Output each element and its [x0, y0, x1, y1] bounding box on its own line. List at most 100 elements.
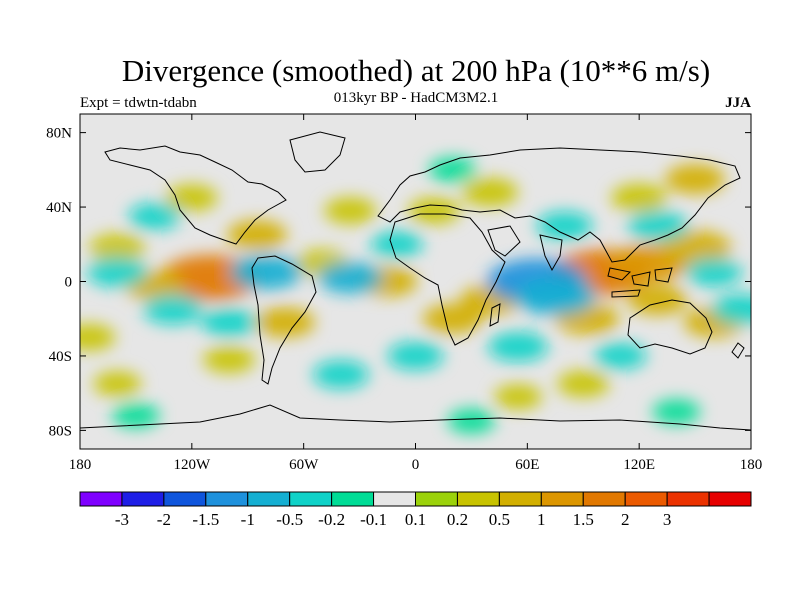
coastlines — [80, 131, 751, 431]
anomaly-blob-37 — [536, 211, 593, 240]
colorbar-swatch — [205, 491, 249, 507]
lon-tick-label: 60E — [515, 457, 539, 473]
anomaly-blob-13 — [462, 178, 519, 207]
colorbar-label: -3 — [115, 510, 129, 529]
colorbar-label: 0.2 — [447, 510, 468, 529]
colorbar-swatch — [540, 491, 584, 507]
coast-arabia — [487, 225, 521, 257]
figure-subtitle: 013kyr BP - HadCM3M2.1 — [334, 90, 498, 106]
coast-new-zealand — [731, 342, 745, 359]
coast-greenland — [289, 131, 346, 173]
lat-tick-label: 40N — [46, 200, 72, 216]
anomaly-blob-32 — [318, 262, 383, 294]
colorbar-label: 0.1 — [405, 510, 426, 529]
colorbar-swatch — [415, 491, 458, 507]
colorbar-label: -1 — [241, 510, 255, 529]
divergence-field — [80, 157, 751, 434]
anomaly-blob-30 — [87, 257, 148, 288]
anomaly-blob-20 — [611, 183, 668, 212]
anomaly-blob-35 — [515, 277, 596, 316]
season-label: JJA — [725, 95, 751, 111]
colorbar-label: -0.5 — [276, 510, 303, 529]
anomaly-blob-6 — [255, 307, 315, 338]
colorbar-swatch — [247, 491, 291, 507]
coast-south-america — [251, 255, 317, 385]
coast-australia — [627, 299, 713, 355]
anomaly-blob-31 — [128, 203, 181, 230]
figure-title: Divergence (smoothed) at 200 hPa (10**6 … — [122, 53, 710, 88]
experiment-label: Expt = tdwtn-tdabn — [80, 95, 197, 111]
colorbar: -3 -2 -1.5 -1 -0.5 -0.2 -0.1 0.1 0.2 0.5 1 1.5 2 3 — [79, 491, 752, 529]
coast-antarctica — [80, 404, 751, 431]
longitude-axis: 180 120W 60W 0 60E 120E 180 — [69, 114, 763, 473]
lon-tick-label: 60W — [289, 457, 319, 473]
anomaly-blob-25 — [494, 384, 542, 410]
colorbar-swatch — [498, 491, 542, 507]
colorbar-label: -2 — [157, 510, 171, 529]
colorbar-label: 0.5 — [489, 510, 510, 529]
anomaly-blob-18 — [627, 285, 688, 316]
anomaly-blob-5 — [165, 184, 218, 212]
anomaly-blob-28 — [230, 254, 303, 290]
anomaly-blob-3 — [89, 233, 146, 263]
colorbar-swatch — [373, 491, 416, 507]
colorbar-label: -0.1 — [360, 510, 387, 529]
anomaly-blob-39 — [685, 258, 742, 287]
anomaly-blob-38 — [627, 210, 688, 241]
colorbar-swatch — [666, 491, 710, 507]
anomaly-blob-44 — [428, 157, 477, 183]
lat-tick-label: 0 — [65, 275, 73, 291]
anomaly-blob-42 — [312, 360, 369, 389]
colorbar-label: -0.2 — [318, 510, 345, 529]
coast-madagascar — [489, 303, 501, 327]
coast-north-america — [104, 145, 287, 245]
colorbar-swatch — [163, 491, 207, 507]
anomaly-blob-33 — [370, 230, 423, 258]
anomaly-blob-23 — [203, 346, 256, 374]
colorbar-swatch — [331, 491, 375, 507]
anomaly-blob-12 — [408, 197, 461, 225]
anomaly-blob-36 — [488, 331, 548, 362]
colorbar-label: 3 — [663, 510, 672, 529]
coast-eurasia — [377, 147, 741, 263]
anomaly-blob-21 — [665, 164, 726, 195]
colorbar-label: 1 — [537, 510, 546, 529]
lon-tick-label: 180 — [69, 457, 92, 473]
colorbar-label: 1.5 — [573, 510, 594, 529]
anomaly-blob-40 — [711, 294, 751, 325]
anomaly-blob-41 — [387, 341, 444, 371]
lon-tick-label: 0 — [412, 457, 420, 473]
anomaly-blob-17 — [659, 230, 732, 266]
anomaly-blob-4 — [227, 220, 288, 250]
lon-tick-label: 120W — [173, 457, 211, 473]
anomaly-blob-45 — [111, 402, 160, 429]
lon-tick-label: 180 — [740, 457, 763, 473]
colorbar-swatch — [624, 491, 668, 507]
coast-africa — [389, 213, 506, 346]
lat-tick-label: 40S — [49, 349, 72, 365]
colorbar-label: -1.5 — [192, 510, 219, 529]
anomaly-blob-46 — [447, 408, 496, 434]
colorbar-swatch — [289, 491, 333, 507]
anomaly-blob-29 — [201, 308, 258, 337]
coast-maritime-islands — [607, 267, 673, 298]
lat-tick-label: 80S — [49, 423, 72, 439]
lat-tick-label: 80N — [46, 126, 72, 142]
anomaly-blob-43 — [594, 342, 647, 370]
anomaly-blob-24 — [557, 370, 610, 398]
anomaly-blob-10 — [422, 303, 483, 334]
latitude-axis: 80N 40N 0 40S 80S — [46, 126, 751, 439]
colorbar-swatch — [456, 491, 500, 507]
coast-india — [539, 234, 563, 272]
anomaly-blob-27 — [143, 294, 204, 325]
colorbar-swatch — [121, 491, 165, 507]
lon-tick-label: 120E — [623, 457, 655, 473]
map-area — [80, 114, 751, 449]
anomaly-blob-26 — [93, 371, 142, 397]
anomaly-blob-47 — [652, 399, 701, 425]
colorbar-swatch — [582, 491, 626, 507]
colorbar-swatch — [79, 491, 123, 507]
colorbar-label: 2 — [621, 510, 630, 529]
colorbar-swatch — [708, 491, 752, 507]
